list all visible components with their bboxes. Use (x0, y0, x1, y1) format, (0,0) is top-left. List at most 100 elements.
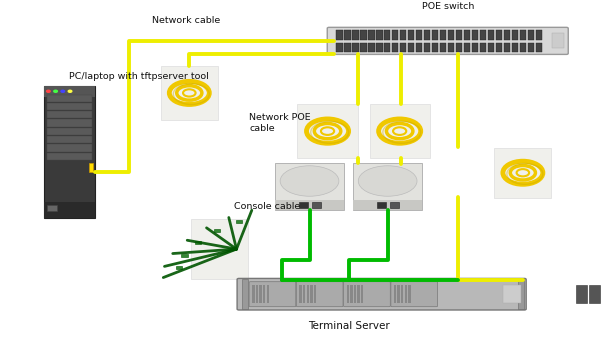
Text: PC/laptop with tftpserver tool: PC/laptop with tftpserver tool (69, 72, 209, 81)
FancyBboxPatch shape (344, 282, 390, 307)
Bar (504, 285, 522, 303)
Bar (408, 30, 415, 40)
Circle shape (54, 90, 58, 92)
Bar (400, 42, 406, 52)
Bar (519, 279, 525, 309)
Bar (260, 285, 262, 303)
Circle shape (69, 90, 72, 92)
Bar (376, 30, 382, 40)
Bar (47, 128, 92, 135)
Bar (44, 202, 95, 218)
Bar (263, 285, 266, 303)
Bar (384, 30, 391, 40)
Bar (182, 254, 188, 256)
Text: POE switch: POE switch (421, 2, 474, 11)
Bar (496, 30, 502, 40)
FancyBboxPatch shape (249, 282, 296, 307)
Bar (520, 30, 526, 40)
Bar (432, 42, 439, 52)
Bar (214, 229, 220, 232)
Bar (47, 111, 92, 118)
FancyBboxPatch shape (161, 66, 218, 120)
Bar (440, 42, 447, 52)
Bar (360, 42, 367, 52)
Bar (344, 42, 350, 52)
Bar (195, 241, 201, 244)
Bar (512, 30, 518, 40)
Ellipse shape (358, 166, 417, 196)
Bar (275, 200, 344, 210)
Bar (552, 33, 564, 48)
Bar (175, 266, 182, 269)
Bar (236, 220, 242, 223)
Bar (47, 144, 92, 152)
FancyBboxPatch shape (494, 148, 552, 198)
Bar (394, 285, 396, 303)
Bar (360, 30, 367, 40)
Bar (307, 285, 309, 303)
Bar (512, 42, 518, 52)
Bar (47, 153, 92, 160)
Bar (47, 95, 92, 102)
Bar (384, 42, 391, 52)
Bar (408, 42, 415, 52)
Bar (299, 202, 308, 208)
Bar (528, 30, 534, 40)
Bar (299, 285, 302, 303)
Bar (44, 86, 95, 96)
Bar (256, 285, 258, 303)
Bar (528, 42, 534, 52)
Bar (47, 136, 92, 143)
Bar (47, 103, 92, 110)
Bar (376, 42, 382, 52)
Bar (312, 202, 321, 208)
Circle shape (61, 90, 65, 92)
Bar (350, 285, 353, 303)
Bar (488, 30, 495, 40)
Bar (456, 30, 462, 40)
Bar (480, 42, 486, 52)
Bar (368, 30, 374, 40)
FancyBboxPatch shape (328, 27, 569, 54)
FancyBboxPatch shape (353, 163, 422, 210)
Bar (397, 285, 400, 303)
Bar (404, 285, 407, 303)
Bar (344, 30, 350, 40)
Bar (392, 30, 398, 40)
Bar (336, 42, 343, 52)
FancyBboxPatch shape (296, 282, 343, 307)
Text: Console cable: Console cable (234, 202, 300, 211)
Bar (347, 285, 349, 303)
Bar (472, 30, 478, 40)
Bar (314, 285, 316, 303)
Bar (424, 42, 430, 52)
Bar (464, 42, 471, 52)
Bar (358, 285, 360, 303)
Bar (432, 30, 439, 40)
Bar (440, 30, 447, 40)
Bar (354, 285, 356, 303)
Bar (267, 285, 269, 303)
Bar (408, 285, 410, 303)
Bar (242, 279, 248, 309)
FancyBboxPatch shape (275, 163, 344, 210)
Bar (336, 30, 343, 40)
FancyBboxPatch shape (237, 278, 526, 310)
Bar (589, 285, 600, 303)
Bar (47, 119, 92, 127)
FancyBboxPatch shape (44, 86, 95, 218)
Bar (392, 42, 398, 52)
Bar (456, 42, 462, 52)
Text: Network cable: Network cable (152, 16, 221, 25)
FancyBboxPatch shape (191, 219, 248, 279)
Bar (361, 285, 364, 303)
Bar (448, 42, 454, 52)
Bar (416, 30, 423, 40)
FancyBboxPatch shape (297, 104, 358, 158)
Ellipse shape (280, 166, 339, 196)
Bar (520, 42, 526, 52)
Bar (368, 42, 374, 52)
Bar (448, 30, 454, 40)
Bar (353, 200, 423, 210)
Text: Terminal Server: Terminal Server (308, 321, 389, 331)
